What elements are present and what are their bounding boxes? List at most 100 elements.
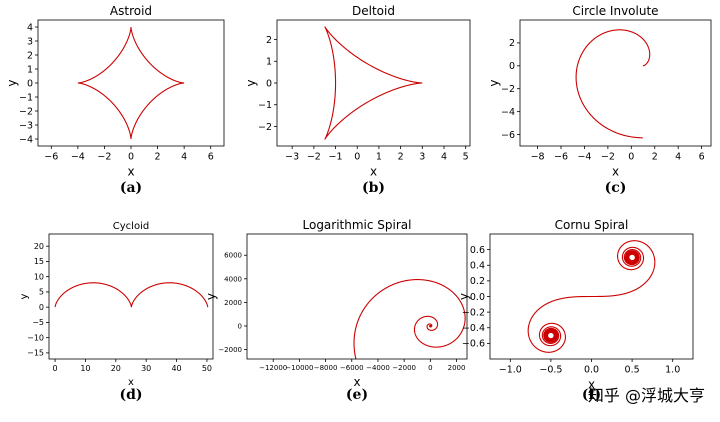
y-tick-label: 10 xyxy=(34,272,44,281)
x-tick-label: 0 xyxy=(354,152,360,163)
panel-caption: (d) xyxy=(119,387,142,403)
y-tick-label: −10 xyxy=(27,333,44,342)
y-tick-label: −4 xyxy=(501,107,515,118)
x-tick-label: 0 xyxy=(428,364,432,372)
y-tick-label: −15 xyxy=(27,349,44,358)
chart-title: Cycloid xyxy=(113,221,149,232)
x-tick-label: 30 xyxy=(141,364,151,373)
x-tick-label: −6 xyxy=(554,152,568,163)
y-tick-label: 0 xyxy=(266,78,272,89)
y-tick-label: 15 xyxy=(34,257,44,266)
y-tick-label: −0.2 xyxy=(462,307,485,318)
y-tick-label: −5 xyxy=(32,318,44,327)
y-tick-label: 0 xyxy=(39,303,44,312)
panel-caption: (b) xyxy=(362,180,385,196)
y-tick-label: 0 xyxy=(238,322,242,330)
x-tick-label: −4 xyxy=(71,152,85,163)
x-tick-label: 40 xyxy=(171,364,181,373)
y-tick-label: 0.4 xyxy=(470,261,485,272)
chart-title: Circle Involute xyxy=(572,4,658,18)
y-tick-label: 0.0 xyxy=(470,292,485,303)
x-tick-label: 5 xyxy=(463,152,469,163)
x-tick-label: 0 xyxy=(628,152,634,163)
chart-title: Logarithmic Spiral xyxy=(303,218,412,232)
y-tick-label: 0.2 xyxy=(470,276,485,287)
x-tick-label: 4 xyxy=(181,152,187,163)
y-tick-label: −4 xyxy=(19,134,33,145)
x-tick-label: 2000 xyxy=(448,364,466,372)
y-tick-label: 0.6 xyxy=(470,245,485,256)
x-tick-label: 4 xyxy=(441,152,447,163)
y-tick-label: 0 xyxy=(27,78,33,89)
x-tick-label: −10000 xyxy=(285,364,313,372)
x-tick-label: 2 xyxy=(155,152,161,163)
x-tick-label: −8 xyxy=(531,152,545,163)
axes-frame xyxy=(519,19,712,147)
chart-title: Deltoid xyxy=(352,4,395,18)
panel-caption: (c) xyxy=(605,180,627,196)
y-axis-label: y xyxy=(487,79,501,86)
x-tick-label: 10 xyxy=(80,364,90,373)
y-tick-label: 2 xyxy=(27,50,33,61)
x-tick-label: 2 xyxy=(652,152,658,163)
y-tick-label: 1 xyxy=(266,57,272,68)
y-tick-label: −1 xyxy=(258,100,272,111)
panel-caption: (a) xyxy=(120,180,142,196)
x-tick-label: −1 xyxy=(329,152,343,163)
x-tick-label: 6 xyxy=(699,152,705,163)
x-tick-label: 1 xyxy=(376,152,382,163)
x-tick-label: −1.0 xyxy=(499,365,522,376)
y-tick-label: −6 xyxy=(501,130,515,141)
y-tick-label: −3 xyxy=(19,120,33,131)
panel-caption: (f) xyxy=(582,387,601,403)
x-tick-label: 0 xyxy=(128,152,134,163)
x-tick-label: −6000 xyxy=(340,364,364,372)
curve-line xyxy=(353,279,466,359)
chart-panel-6: Cornu Spiral −1.0 −0.5 0.0 0.5 1.0 −0.6 −0.4 −0.… xyxy=(457,218,694,403)
y-tick-label: −2 xyxy=(501,84,515,95)
y-tick-label: −0.4 xyxy=(462,323,485,334)
y-tick-label: 20 xyxy=(34,242,44,251)
y-tick-label: 2000 xyxy=(224,299,242,307)
curve-line xyxy=(324,26,423,140)
chart-panel-5: Logarithmic Spiral −12000−10000 −8000 −6000… xyxy=(204,218,468,403)
x-tick-label: −0.5 xyxy=(539,365,562,376)
y-tick-label: 3 xyxy=(27,36,33,47)
curve-line xyxy=(527,240,656,353)
chart-title: Cornu Spiral xyxy=(555,218,629,232)
x-tick-label: 6 xyxy=(208,152,214,163)
x-tick-label: −12000 xyxy=(259,364,287,372)
curve-line xyxy=(575,29,651,139)
x-tick-label: 50 xyxy=(202,364,212,373)
x-tick-label: −2 xyxy=(97,152,111,163)
panel-caption: (e) xyxy=(346,387,368,403)
x-tick-label: −4 xyxy=(577,152,591,163)
y-tick-label: −2 xyxy=(19,106,33,117)
curve-line xyxy=(54,282,209,308)
panels-group: Astroid−6 −4 −2 0 2 4 6−4−3−2−101234xy(a)Delto… xyxy=(5,4,712,403)
x-tick-label: −6 xyxy=(44,152,58,163)
y-tick-label: −2 xyxy=(258,122,272,133)
y-tick-label: 2 xyxy=(509,38,515,49)
y-axis-label: y xyxy=(5,79,19,86)
axes-frame xyxy=(276,19,471,147)
x-tick-label: −4000 xyxy=(366,364,390,372)
x-axis-label: x xyxy=(127,165,134,179)
y-tick-label: 6000 xyxy=(224,252,242,260)
x-tick-label: −2 xyxy=(307,152,321,163)
y-axis-label: y xyxy=(244,79,258,86)
x-tick-label: 1.0 xyxy=(665,365,680,376)
x-axis-label: x xyxy=(128,377,134,388)
x-tick-label: 0 xyxy=(53,364,58,373)
y-axis-label: y xyxy=(457,293,471,300)
x-tick-label: 3 xyxy=(419,152,425,163)
y-axis-label: y xyxy=(204,293,218,300)
x-tick-label: 0.5 xyxy=(625,365,640,376)
chart-panel-3: Circle Involute −8 −6 −4 −2 0 2 4 6 −6 −4 −2 0 2 x y (c) xyxy=(487,4,712,196)
y-tick-label: 4 xyxy=(27,22,33,33)
axes-frame xyxy=(246,233,468,360)
chart-panel-2: Deltoid −3 −2 −1 0 1 2 3 4 5 −2 −1 0 1 2 x y (b) xyxy=(244,4,471,196)
x-tick-label: −8000 xyxy=(314,364,338,372)
x-tick-label: 4 xyxy=(675,152,681,163)
